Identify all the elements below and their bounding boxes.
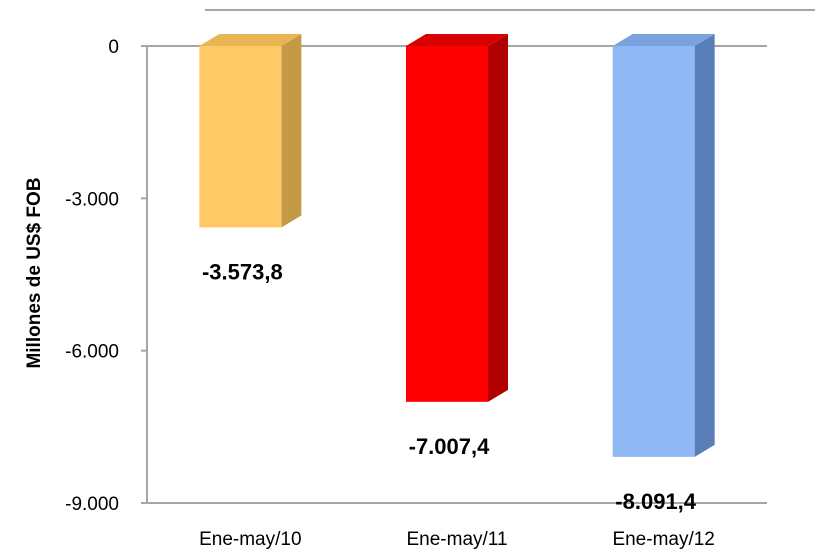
x-category-label: Ene-may/11 [406, 529, 507, 550]
labels-group: -3.573,8 Ene-may/10 -7.007,4 Ene-may/11 -8.0… [199, 259, 715, 550]
bar-side [488, 34, 508, 402]
x-category-label: Ene-may/12 [612, 529, 714, 550]
y-tick-label: -3.000 [65, 189, 119, 210]
bars-group [199, 34, 715, 457]
bar-side [694, 34, 715, 457]
y-axis-title: Millones de US$ FOB [24, 177, 45, 368]
bar [199, 46, 282, 228]
bar-top [199, 34, 302, 46]
data-label: -8.091,4 [615, 489, 696, 514]
data-label: -3.573,8 [202, 259, 283, 284]
y-tick-label: -6.000 [65, 342, 119, 363]
bar [406, 46, 488, 402]
bar-top [612, 34, 715, 46]
bar-side [281, 34, 302, 228]
data-label: -7.007,4 [409, 434, 490, 459]
y-tick-label: 0 [108, 37, 119, 58]
x-category-label: Ene-may/10 [199, 529, 301, 550]
y-axis-ticks: 0 -3.000 -6.000 -9.000 [65, 37, 147, 515]
bar [612, 46, 695, 457]
bar-top [406, 34, 508, 46]
y-tick-label: -9.000 [65, 494, 119, 515]
